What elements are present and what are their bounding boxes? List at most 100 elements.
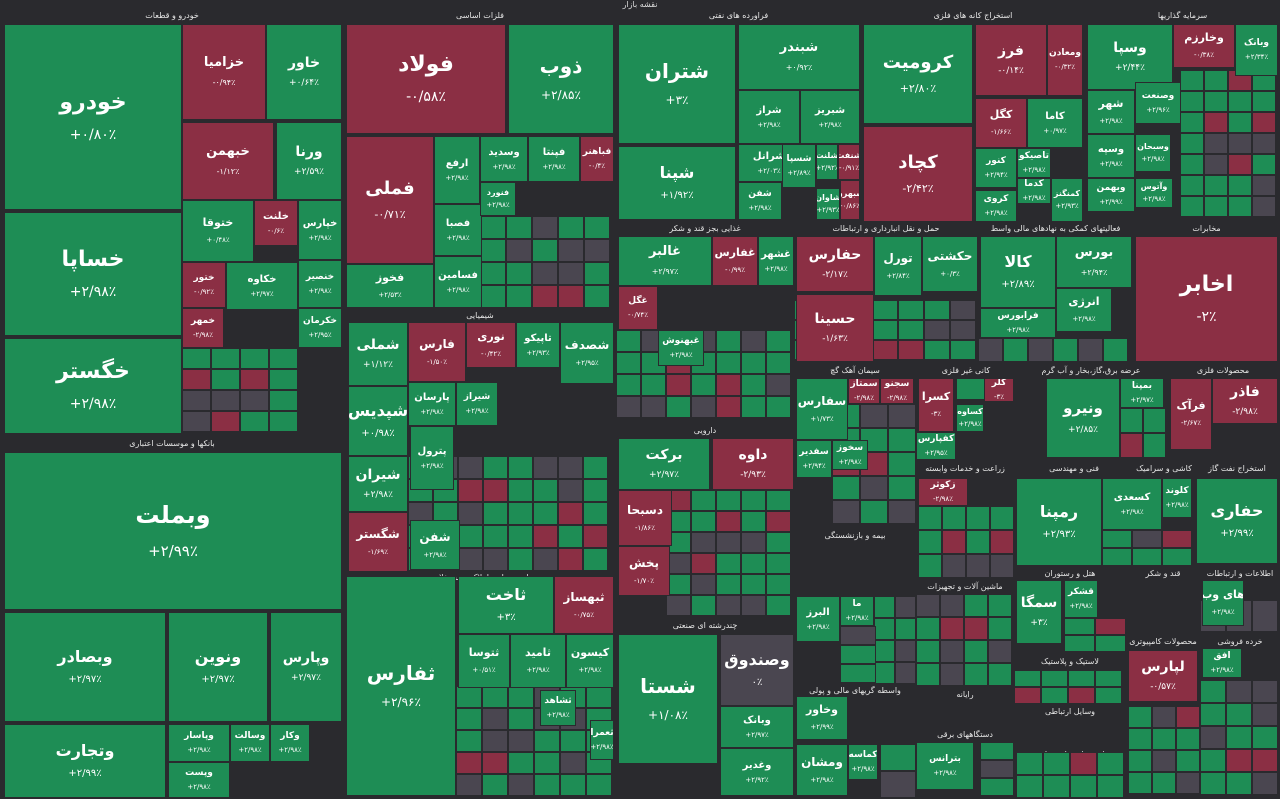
stock-tile-small[interactable]: [874, 662, 895, 684]
stock-tile-small[interactable]: [1095, 635, 1126, 652]
stock-tile[interactable]: دسبحا -۱/۸۶٪: [618, 490, 672, 546]
stock-tile[interactable]: سفدیر +۲/۹۴٪: [796, 440, 832, 478]
stock-tile-small[interactable]: [840, 645, 876, 664]
stock-tile[interactable]: شبندر +۰/۹۲٪: [738, 24, 860, 90]
stock-tile-small[interactable]: [616, 396, 641, 418]
stock-tile-small[interactable]: [691, 374, 716, 396]
stock-tile-small[interactable]: [1204, 175, 1228, 196]
stock-tile-small[interactable]: [1204, 70, 1228, 91]
stock-tile-small[interactable]: [641, 396, 666, 418]
stock-tile[interactable]: شنفت -۰/۹۱٪: [838, 144, 860, 180]
stock-tile[interactable]: شلنت +۲/۹۲٪: [816, 144, 838, 180]
stock-tile-small[interactable]: [616, 330, 641, 352]
stock-tile-small[interactable]: [182, 390, 211, 411]
stock-tile-small[interactable]: [1162, 530, 1192, 548]
stock-tile[interactable]: ثامید +۲/۹۸٪: [510, 634, 566, 688]
stock-tile-small[interactable]: [616, 374, 641, 396]
stock-tile-small[interactable]: [741, 374, 766, 396]
stock-tile[interactable]: ثاخت +۳٪: [458, 576, 554, 634]
stock-tile-small[interactable]: [1226, 680, 1252, 703]
stock-tile-small[interactable]: [1003, 338, 1028, 362]
stock-tile-small[interactable]: [964, 640, 988, 663]
stock-tile-small[interactable]: [691, 396, 716, 418]
stock-tile-small[interactable]: [741, 511, 766, 532]
stock-tile-small[interactable]: [480, 262, 506, 285]
stock-tile-small[interactable]: [940, 594, 964, 617]
stock-tile-small[interactable]: [956, 378, 986, 400]
stock-tile-small[interactable]: [1095, 687, 1122, 704]
stock-tile-small[interactable]: [1252, 133, 1276, 154]
stock-tile-small[interactable]: [508, 774, 534, 796]
stock-tile-small[interactable]: [940, 663, 964, 686]
stock-tile-small[interactable]: [766, 330, 791, 352]
stock-tile-small[interactable]: [1176, 728, 1200, 750]
stock-tile-small[interactable]: [1016, 752, 1043, 775]
stock-tile-small[interactable]: [666, 595, 691, 616]
stock-tile-small[interactable]: [458, 525, 483, 548]
stock-tile-small[interactable]: [950, 320, 976, 340]
stock-tile[interactable]: خاور +۰/۶۴٪: [266, 24, 342, 120]
stock-tile-small[interactable]: [988, 617, 1012, 640]
stock-tile-small[interactable]: [716, 330, 741, 352]
stock-tile-small[interactable]: [1016, 775, 1043, 798]
stock-tile-small[interactable]: [269, 411, 298, 432]
stock-tile[interactable]: ختور -۰/۹۲٪: [182, 262, 226, 308]
stock-tile[interactable]: پارسان +۲/۹۸٪: [408, 382, 456, 426]
stock-tile-small[interactable]: [240, 348, 269, 369]
stock-tile[interactable]: خنصیر +۲/۹۸٪: [298, 260, 342, 308]
stock-tile-small[interactable]: [980, 778, 1014, 796]
stock-tile[interactable]: خکاوه +۲/۹۷٪: [226, 262, 298, 310]
stock-tile[interactable]: شراز +۲/۹۸٪: [738, 90, 800, 144]
stock-tile[interactable]: ثشاهد +۲/۹۸٪: [540, 690, 576, 726]
stock-tile-small[interactable]: [691, 511, 716, 532]
stock-tile-small[interactable]: [860, 476, 888, 500]
stock-tile-small[interactable]: [1152, 750, 1176, 772]
stock-tile-small[interactable]: [880, 744, 916, 771]
stock-tile-small[interactable]: [508, 752, 534, 774]
stock-tile-small[interactable]: [895, 640, 916, 662]
stock-tile[interactable]: حکشتی +۰/۳٪: [922, 236, 978, 292]
stock-tile-small[interactable]: [1180, 112, 1204, 133]
stock-tile[interactable]: کچاد -۲/۴۲٪: [863, 126, 973, 222]
stock-tile-small[interactable]: [532, 239, 558, 262]
stock-tile[interactable]: فملی -۰/۷۱٪: [346, 136, 434, 264]
stock-tile-small[interactable]: [506, 285, 532, 308]
stock-tile[interactable]: فولاد -۰/۵۸٪: [346, 24, 506, 134]
stock-tile-small[interactable]: [1064, 635, 1095, 652]
stock-tile-small[interactable]: [482, 708, 508, 730]
stock-tile[interactable]: فصبا +۲/۹۸٪: [434, 204, 482, 256]
stock-tile-small[interactable]: [1095, 670, 1122, 687]
stock-tile[interactable]: وسالت +۲/۹۸٪: [230, 724, 270, 762]
stock-tile-small[interactable]: [534, 730, 560, 752]
stock-tile-small[interactable]: [508, 502, 533, 525]
stock-tile[interactable]: غبهنوش +۲/۹۸٪: [658, 330, 704, 366]
stock-tile-small[interactable]: [924, 320, 950, 340]
stock-tile[interactable]: ونوین +۲/۹۷٪: [168, 612, 268, 722]
stock-tile-small[interactable]: [558, 456, 583, 479]
stock-tile[interactable]: رمپنا +۲/۹۳٪: [1016, 478, 1102, 566]
stock-tile-small[interactable]: [211, 348, 240, 369]
stock-tile-small[interactable]: [741, 595, 766, 616]
stock-tile-small[interactable]: [1200, 703, 1226, 726]
stock-tile-small[interactable]: [978, 338, 1003, 362]
stock-tile-small[interactable]: [741, 490, 766, 511]
stock-tile-small[interactable]: [888, 500, 916, 524]
stock-tile-small[interactable]: [534, 752, 560, 774]
stock-tile[interactable]: ارفع +۲/۹۸٪: [434, 136, 480, 204]
stock-tile[interactable]: کماسه +۲/۹۸٪: [848, 744, 878, 780]
stock-tile-small[interactable]: [533, 479, 558, 502]
stock-tile[interactable]: وسپا +۲/۴۴٪: [1087, 24, 1173, 90]
stock-tile[interactable]: کساوه +۲/۹۸٪: [956, 404, 984, 432]
stock-tile-small[interactable]: [1252, 196, 1276, 217]
stock-tile-small[interactable]: [1028, 338, 1053, 362]
stock-tile-small[interactable]: [533, 548, 558, 571]
stock-tile[interactable]: حفاری +۲/۹۹٪: [1196, 478, 1278, 564]
stock-tile[interactable]: قشکر +۲/۹۸٪: [1064, 580, 1098, 618]
stock-tile-small[interactable]: [691, 574, 716, 595]
stock-tile[interactable]: وپست +۲/۹۸٪: [168, 762, 230, 798]
stock-tile-small[interactable]: [1041, 687, 1068, 704]
stock-tile-small[interactable]: [1162, 548, 1192, 566]
stock-tile-small[interactable]: [898, 340, 924, 360]
stock-tile-small[interactable]: [506, 262, 532, 285]
stock-tile-small[interactable]: [872, 320, 898, 340]
